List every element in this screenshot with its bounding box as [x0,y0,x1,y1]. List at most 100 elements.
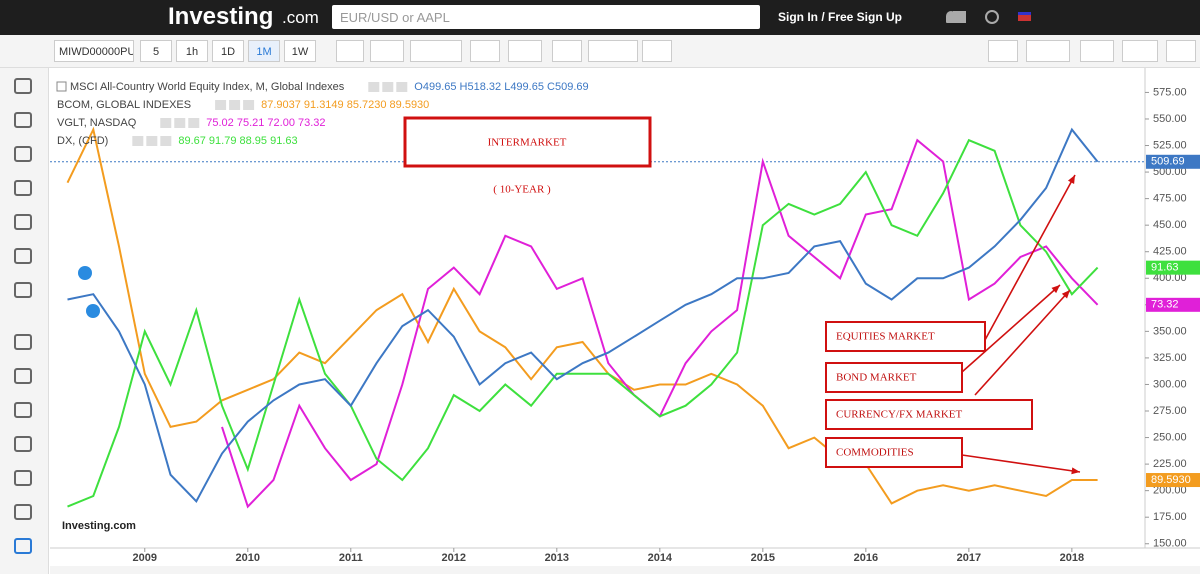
x-axis-band [50,548,1145,566]
arrow-head [1051,285,1060,294]
flag-icon[interactable] [1018,12,1031,21]
series-line [66,126,1098,505]
tool-icon[interactable] [14,402,32,418]
search-box[interactable]: EUR/USD or AAPL [332,5,760,29]
y-tick-label: 350.00 [1153,325,1187,337]
load-button[interactable] [1080,40,1114,62]
alert-button[interactable] [642,40,672,62]
arrow-head [1061,290,1070,299]
tool-icon[interactable] [14,334,32,350]
tool-icon[interactable] [14,368,32,384]
arrow-head [1071,467,1080,475]
interval-button[interactable]: 1W [284,40,316,62]
fullscreen-button[interactable] [1166,40,1196,62]
undo-redo-button[interactable] [588,40,638,62]
y-tick-label: 500.00 [1153,166,1187,178]
interval-button[interactable]: 1M [248,40,280,62]
price-label-box [1146,154,1200,169]
layout-button[interactable] [1026,40,1070,62]
tool-icon[interactable] [14,282,32,298]
interval-button[interactable]: 5 [140,40,172,62]
legend-control [215,100,227,110]
y-tick-label: 250.00 [1153,431,1187,443]
tool-icon[interactable] [14,504,32,520]
legend-control [396,82,408,92]
legend-control [188,118,200,128]
bell-icon[interactable] [946,11,956,23]
event-marker [78,266,92,280]
price-label: 89.5930 [1151,474,1191,486]
series-line [67,127,1099,503]
legend-control [368,82,380,92]
x-tick-label: 2016 [854,552,878,564]
legend-control [146,136,158,146]
arrow-head [1067,175,1075,184]
tool-icon[interactable] [14,112,32,128]
tool-icon[interactable] [14,214,32,230]
tool-icon[interactable] [14,248,32,264]
arrow [961,284,1061,373]
chart-type-button[interactable] [336,40,364,62]
annotation-label: BOND MARKET [836,372,917,384]
annotation-label: COMMODITIES [836,447,914,459]
indicators-button[interactable] [370,40,404,62]
price-label: 509.69 [1151,156,1185,168]
bottom-bar [50,566,1200,574]
x-tick-label: 2015 [751,552,775,564]
line-button[interactable] [410,40,462,62]
y-tick-label: 400.00 [1153,272,1187,284]
legend-control [160,136,172,146]
y-tick-label: 450.00 [1153,219,1187,231]
annotation-subtitle: ( 10-YEAR ) [493,184,551,196]
save-button[interactable] [1122,40,1158,62]
annotation-label-box [825,437,963,468]
annotation-box [403,116,652,168]
legend-name: VGLT, NASDAQ [57,117,137,129]
tool-icon[interactable] [14,78,32,94]
legend-collapse [56,81,67,92]
y-tick-label: 300.00 [1153,378,1187,390]
y-tick-label: 325.00 [1153,352,1187,364]
x-tick-label: 2012 [442,552,466,564]
arrow [961,454,1081,473]
tool-icon[interactable] [14,436,32,452]
legend-values: 75.02 75.21 72.00 73.32 [206,117,325,129]
tool-icon[interactable] [14,146,32,162]
snapshot-button[interactable] [988,40,1018,62]
watermark: Investing.com [62,520,136,532]
annotation-label: EQUITIES MARKET [836,331,935,343]
sign-in[interactable]: Sign In / Free Sign Up [778,10,903,24]
legend-values: O499.65 H518.32 L499.65 C509.69 [414,81,588,93]
price-label-box [1146,260,1200,275]
annotation-label-box [825,321,986,352]
annotation-label-box [825,399,1033,430]
arrow [974,289,1071,396]
interval-button[interactable]: 1h [176,40,208,62]
search-placeholder: EUR/USD or AAPL [340,10,450,25]
tool-icon[interactable] [14,470,32,486]
interval-button[interactable]: 1D [212,40,244,62]
compare-button[interactable] [508,40,542,62]
symbol-input[interactable]: MIWD00000PUS [54,40,134,62]
legend-control [229,100,241,110]
brand[interactable]: Investing [168,3,274,30]
x-tick-label: 2009 [133,552,157,564]
y-tick-label: 275.00 [1153,405,1187,417]
tool-icon[interactable] [14,180,32,196]
y-tick-label: 550.00 [1153,113,1187,125]
x-tick-label: 2010 [236,552,260,564]
legend-values: 87.9037 91.3149 85.7230 89.5930 [261,99,429,111]
portfolio-icon[interactable] [953,11,966,23]
brand-suffix: .com [282,8,319,27]
legend-values: 89.67 91.79 88.95 91.63 [178,135,297,147]
price-label: 73.32 [1151,299,1179,311]
x-tick-label: 2014 [648,552,673,564]
tool-icon[interactable] [14,538,32,554]
settings-button[interactable] [470,40,500,62]
legend-control [174,118,186,128]
y-tick-label: 200.00 [1153,485,1187,497]
clock-icon[interactable] [985,10,999,24]
scale-button[interactable] [552,40,582,62]
